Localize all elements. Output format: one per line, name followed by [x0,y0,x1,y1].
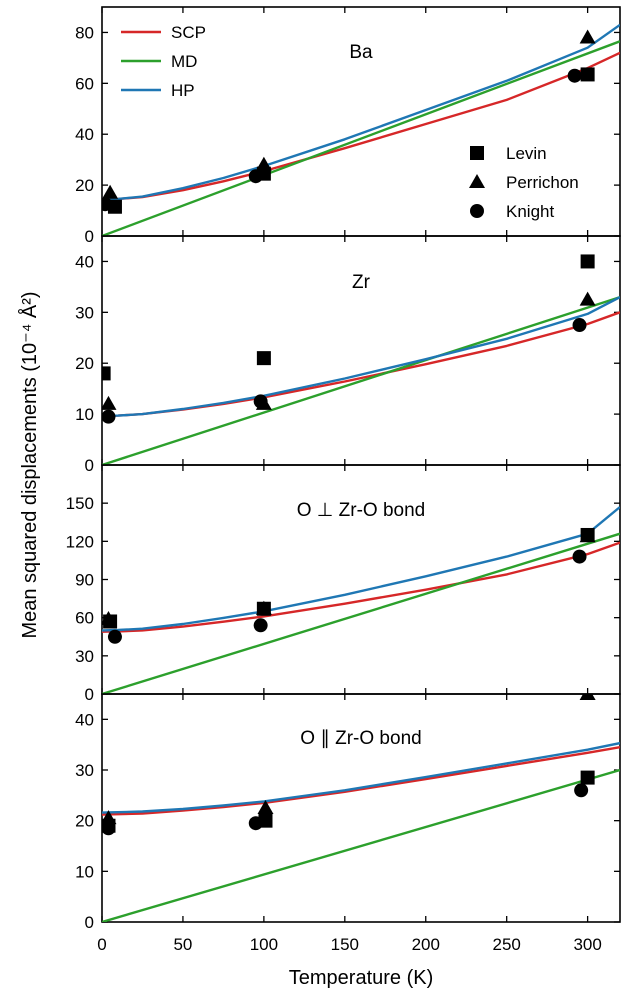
panel-3: 0 30 60 90 120 150 O ⊥ Zr-O bond [66,464,621,704]
perrichon-point [579,694,596,700]
legend: SCP MD HP Levin Perrichon Knight [121,23,579,221]
panel-title: Zr [352,272,371,293]
y-tick-label: 60 [75,609,94,628]
perrichon-point [257,800,274,814]
y-tick-label: 20 [75,812,94,831]
panel-frame [101,235,621,466]
legend-label: Perrichon [506,173,579,192]
x-axis: 0 50 100 150 200 250 300 [97,935,602,954]
knight-point [248,169,263,184]
y-tick-label: 90 [75,571,94,590]
perrichon-point [102,395,117,410]
perrichon-point [102,810,117,825]
y-tick-label: 40 [75,710,94,729]
y-tick-label: 10 [75,405,94,424]
levin-point [580,67,595,82]
panel-1: 0 20 40 60 80 Ba [75,6,621,246]
panel-4: 0 10 20 30 40 O ∥ Zr-O bond [75,693,621,932]
x-tick-label: 0 [97,935,106,954]
y-tick-label: 0 [85,685,94,704]
levin-point [256,351,271,366]
knight-point [574,783,589,798]
x-tick-label: 200 [412,935,440,954]
series-line-hp [102,506,620,632]
panel-2: 0 10 20 30 40 Zr [75,235,621,475]
legend-label: Knight [506,202,554,221]
perrichon-point [102,610,117,625]
panels-group: 0 20 40 60 80 Ba 0 10 20 30 40 Zr 0 30 60 90 120 150 O ⊥ Z… [66,6,621,932]
legend-marker-square [470,146,484,160]
series-line-md [102,295,620,465]
y-tick-label: 30 [75,303,94,322]
knight-point [102,409,116,424]
perrichon-point [579,528,596,543]
knight-point [102,821,116,836]
y-tick-label: 40 [75,125,94,144]
perrichon-point [255,600,272,615]
legend-marker-circle [470,204,484,218]
y-tick-label: 80 [75,23,94,42]
y-tick-label: 20 [75,354,94,373]
y-tick-label: 150 [66,494,94,513]
knight-point [107,629,122,644]
legend-label: HP [171,81,195,100]
y-tick-label: 10 [75,862,94,881]
legend-label: Levin [506,144,547,163]
perrichon-point [579,291,596,306]
series-group [102,295,620,465]
experiment-group [102,694,596,836]
panel-title: O ∥ Zr-O bond [300,728,421,749]
y-tick-label: 0 [85,227,94,246]
panel-frame [101,693,621,923]
x-tick-label: 150 [331,935,359,954]
x-axis-title: Temperature (K) [289,967,434,989]
y-tick-label: 30 [75,761,94,780]
series-line-md [102,768,620,922]
perrichon-point [102,184,119,199]
panel-title: Ba [349,42,373,63]
experiment-group [102,527,596,644]
knight-point [102,197,113,212]
series-group [102,506,620,694]
y-tick-label: 0 [85,913,94,932]
y-axis-title: Mean squared displacements (10⁻⁴ Å²) [18,291,41,638]
knight-point [253,394,268,409]
levin-point [580,770,595,785]
series-line-scp [102,746,620,816]
series-group [102,741,620,922]
series-line-md [102,40,620,236]
x-tick-label: 300 [573,935,601,954]
x-tick-label: 100 [250,935,278,954]
perrichon-point [579,29,596,44]
y-tick-label: 20 [75,176,94,195]
y-tick-label: 40 [75,252,94,271]
experiment-group [102,29,596,214]
x-tick-label: 250 [493,935,521,954]
knight-point [567,68,582,83]
y-tick-label: 60 [75,74,94,93]
legend-marker-triangle [469,174,485,188]
perrichon-point [255,156,272,171]
legend-label: MD [171,52,197,71]
series-line-hp [102,741,620,814]
experiment-group [102,254,596,424]
y-tick-label: 30 [75,647,94,666]
knight-point [572,549,587,564]
levin-point [102,366,111,381]
series-line-hp [102,296,620,418]
knight-point [253,618,268,633]
knight-point [572,318,587,333]
x-tick-label: 50 [173,935,192,954]
levin-point [580,254,595,269]
knight-point [248,816,263,831]
y-tick-label: 0 [85,456,94,475]
panel-title: O ⊥ Zr-O bond [297,500,425,521]
legend-label: SCP [171,23,206,42]
series-line-md [102,532,620,694]
y-tick-label: 120 [66,532,94,551]
series-line-scp [102,541,620,633]
